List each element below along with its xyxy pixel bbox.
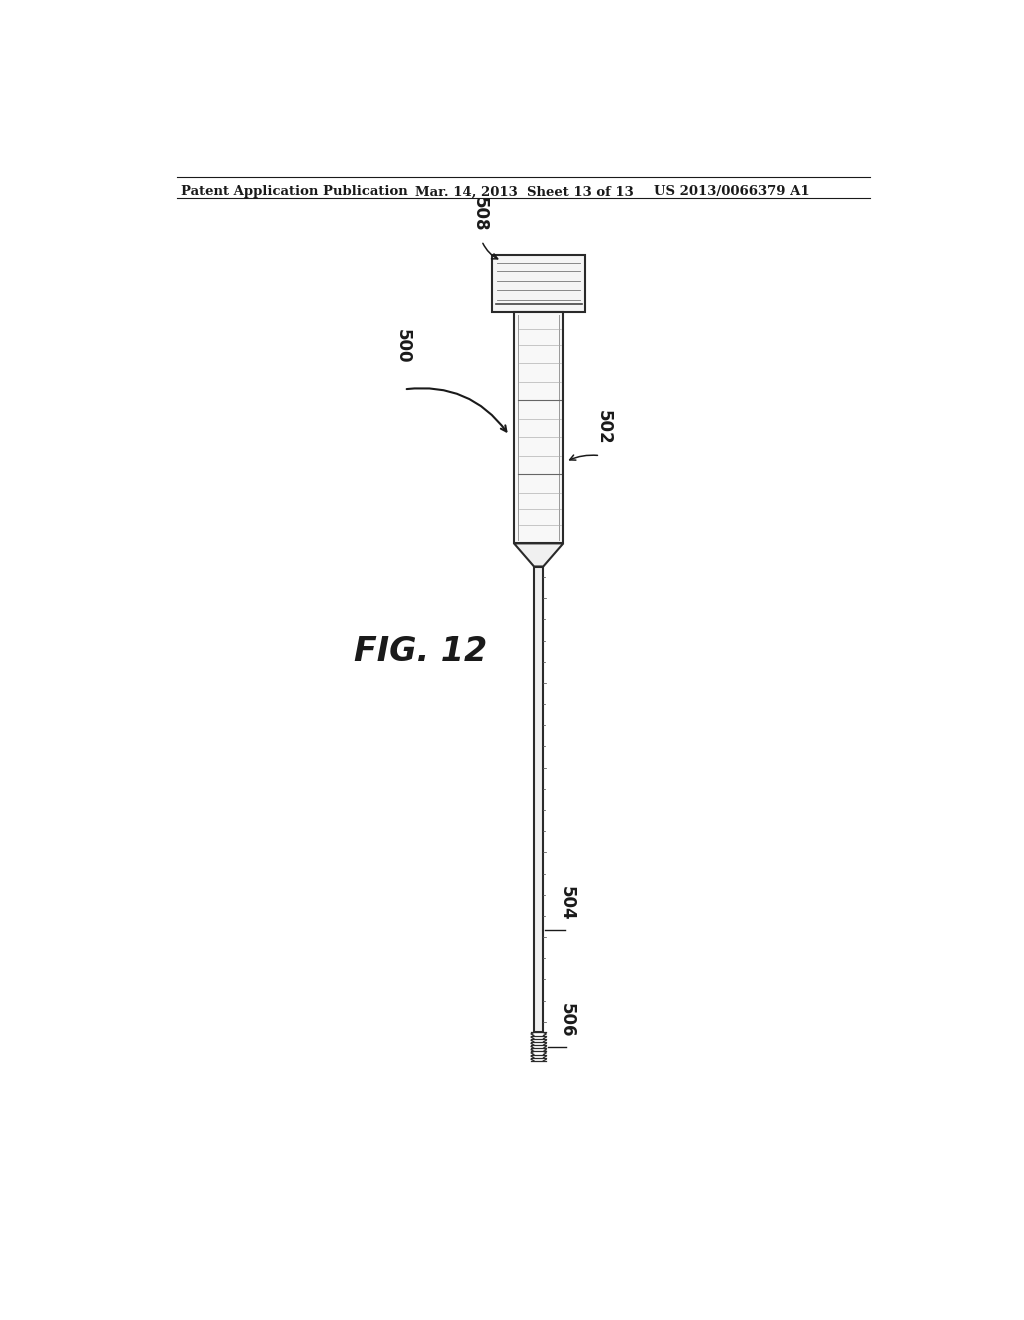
Bar: [535, 566, 544, 1032]
Text: 506: 506: [558, 1003, 577, 1038]
Text: US 2013/0066379 A1: US 2013/0066379 A1: [654, 185, 810, 198]
Text: 504: 504: [557, 886, 575, 920]
Bar: [493, 255, 585, 313]
Text: 500: 500: [393, 329, 412, 363]
Bar: [514, 313, 563, 544]
Polygon shape: [514, 544, 563, 566]
Text: FIG. 12: FIG. 12: [354, 635, 487, 668]
Text: 502: 502: [594, 411, 612, 445]
Text: 508: 508: [471, 197, 489, 231]
Text: Mar. 14, 2013  Sheet 13 of 13: Mar. 14, 2013 Sheet 13 of 13: [416, 185, 634, 198]
Text: Patent Application Publication: Patent Application Publication: [180, 185, 408, 198]
